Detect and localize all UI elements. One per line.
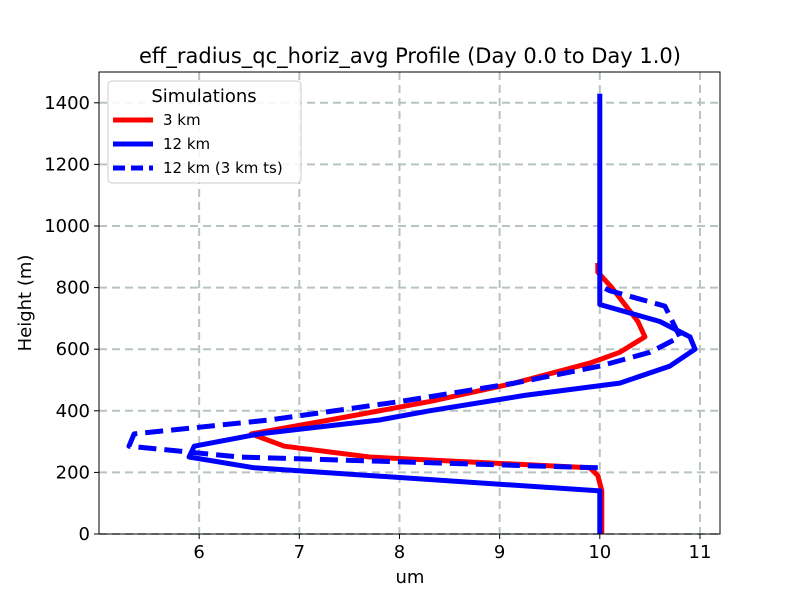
series-line-2 [186, 93, 698, 534]
legend: Simulations 3 km 12 km 12 km (3 km ts) [107, 80, 302, 184]
legend-label-2: 12 km [163, 135, 210, 153]
axis-ticks: 6 7 8 9 10 11 0 200 400 600 800 1000 1200 1400 [44, 93, 711, 563]
y-tick-label: 1200 [44, 154, 90, 175]
y-tick-label: 1400 [44, 93, 90, 114]
legend-title: Simulations [151, 86, 256, 107]
series-line-3 [126, 283, 683, 471]
legend-box [107, 80, 302, 184]
series-layer [126, 93, 698, 534]
chart-title: eff_radius_qc_horiz_avg Profile (Day 0.0… [139, 44, 681, 69]
y-axis-title: Height (m) [15, 255, 36, 352]
legend-label-3: 12 km (3 km ts) [163, 159, 283, 177]
x-tick-label: 6 [193, 542, 204, 563]
x-tick-label: 7 [294, 542, 305, 563]
y-tick-label: 0 [79, 524, 90, 545]
y-tick-label: 200 [56, 462, 90, 483]
x-tick-label: 10 [588, 542, 611, 563]
y-tick-label: 400 [56, 401, 90, 422]
y-tick-label: 800 [56, 278, 90, 299]
x-tick-label: 9 [494, 542, 505, 563]
y-tick-label: 1000 [44, 216, 90, 237]
x-tick-label: 8 [394, 542, 405, 563]
x-tick-label: 11 [689, 542, 712, 563]
plot-frame [98, 71, 721, 535]
x-axis-title: um [396, 567, 425, 588]
legend-label-1: 3 km [163, 111, 201, 129]
y-tick-label: 600 [56, 339, 90, 360]
